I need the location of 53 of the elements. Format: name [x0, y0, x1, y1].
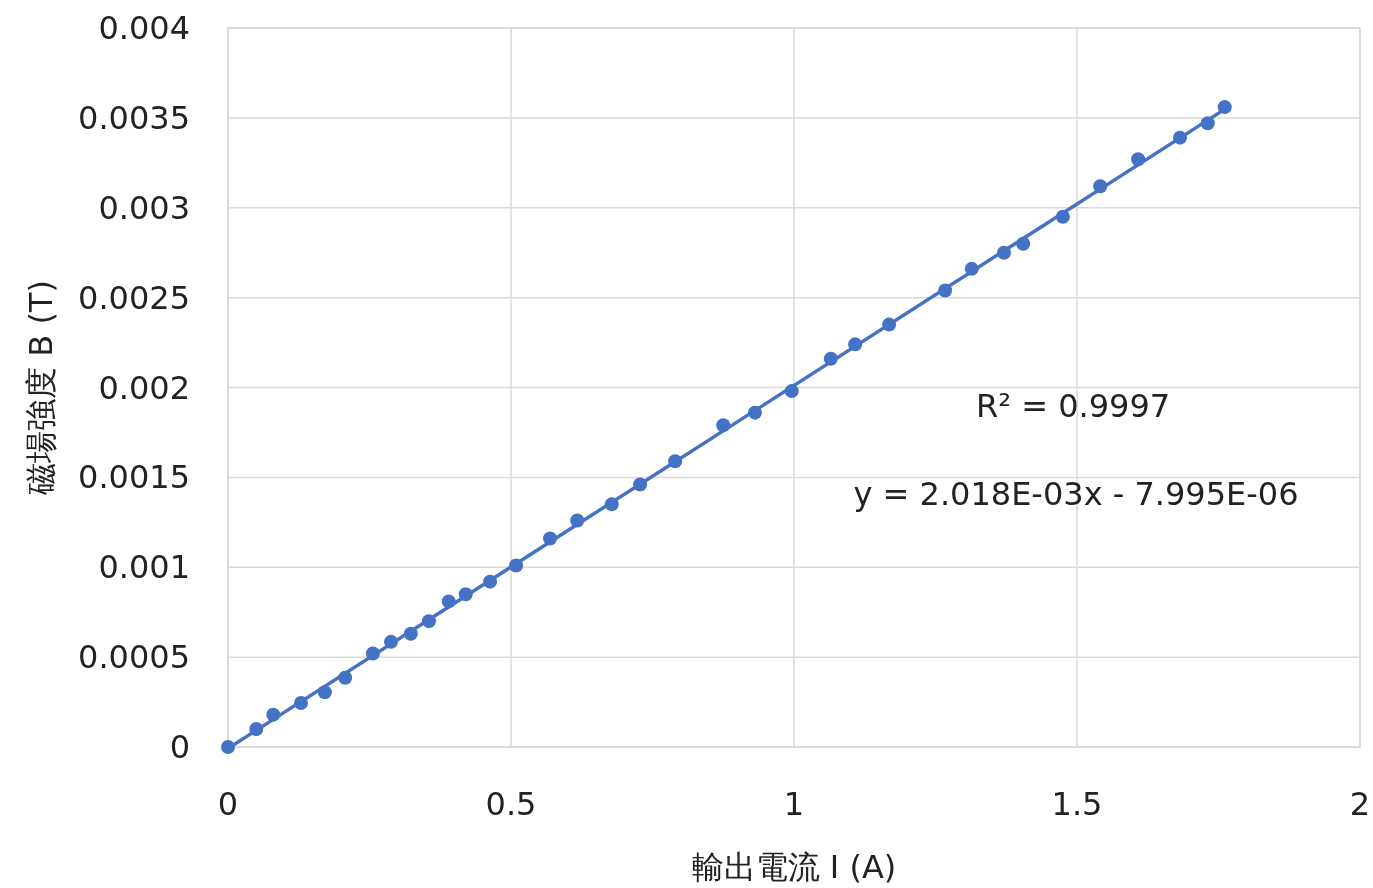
point — [938, 283, 953, 298]
point — [509, 558, 524, 573]
y-tick-label: 0 — [169, 728, 190, 766]
point — [365, 646, 380, 661]
point — [1016, 236, 1031, 251]
y-tick-label: 0.0015 — [78, 458, 190, 497]
y-tick-label: 0.003 — [98, 188, 190, 227]
y-tick-label: 0.0005 — [78, 638, 190, 677]
x-axis-title: 輸出電流 I (A) — [691, 848, 897, 886]
point — [483, 574, 498, 589]
y-axis-title: 磁場強度 B (T) — [22, 280, 60, 496]
y-tick-label: 0.0035 — [78, 98, 190, 137]
point — [221, 740, 235, 754]
y-tick-label: 0.002 — [98, 368, 190, 407]
point — [823, 351, 838, 366]
point — [633, 477, 648, 492]
point — [1131, 152, 1146, 167]
y-tick-label: 0.0025 — [78, 278, 190, 317]
annotation: R² = 0.9997 — [975, 387, 1171, 425]
y-tick-label: 0.004 — [98, 9, 190, 47]
point — [1055, 209, 1070, 224]
x-tick-label: 0 — [217, 785, 239, 823]
point — [1217, 100, 1232, 115]
point — [421, 614, 436, 629]
point — [668, 454, 683, 469]
point — [384, 634, 399, 649]
point — [996, 245, 1011, 260]
point — [1200, 116, 1215, 131]
point — [266, 707, 281, 722]
point — [441, 594, 456, 609]
point — [784, 384, 799, 399]
x-tick-label: 1 — [783, 785, 805, 823]
point — [1173, 130, 1188, 145]
x-tick-label: 2 — [1349, 785, 1371, 823]
annotation: y = 2.018E-03x - 7.995E-06 — [853, 475, 1299, 513]
point — [403, 626, 418, 641]
x-tick-label: 1.5 — [1051, 785, 1103, 823]
point — [848, 337, 863, 352]
point — [338, 670, 353, 685]
point — [716, 418, 731, 433]
point — [1093, 179, 1108, 194]
x-tick-label: 0.5 — [485, 785, 537, 823]
point — [964, 261, 979, 276]
point — [882, 317, 897, 332]
point — [317, 685, 332, 700]
point — [249, 722, 264, 737]
point — [294, 695, 309, 710]
point — [543, 531, 558, 546]
y-tick-label: 0.001 — [98, 548, 190, 587]
point — [604, 497, 619, 512]
point — [747, 405, 762, 420]
point — [458, 587, 473, 602]
point — [570, 513, 585, 528]
